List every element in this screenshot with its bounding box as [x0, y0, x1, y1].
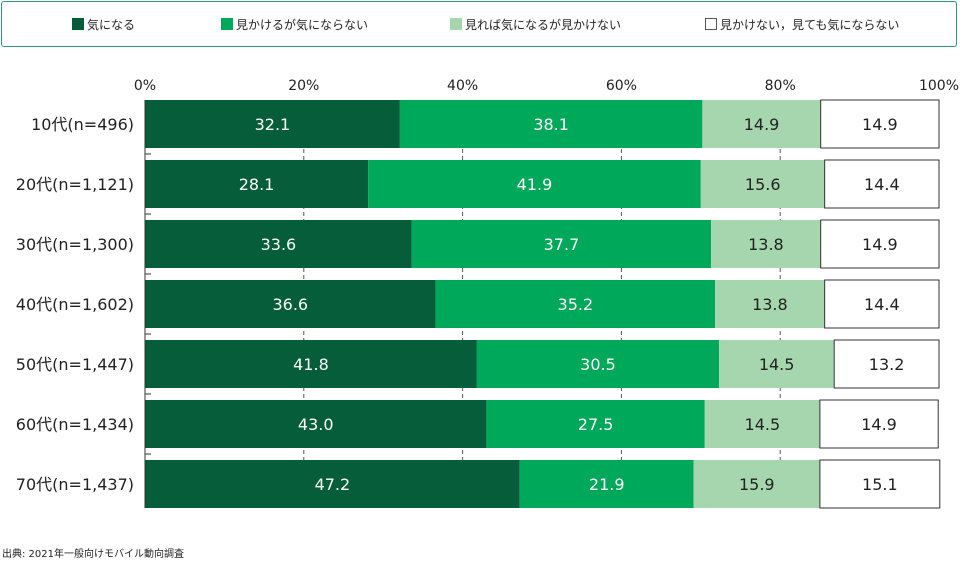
bar-segment: [704, 400, 820, 448]
bar-segment: [145, 160, 369, 208]
data-label: 15.9: [739, 475, 775, 494]
data-label: 47.2: [315, 475, 351, 494]
bar-segment: [820, 219, 940, 269]
bar-segment: [411, 220, 712, 268]
legend-swatch: [221, 18, 233, 30]
bar-segment: [145, 280, 436, 328]
bar-segment: [824, 279, 940, 329]
data-label: 13.8: [748, 235, 784, 254]
bar-segment: [824, 159, 940, 209]
bars-layer: [145, 99, 941, 509]
legend-item-mikakeru: 見かけるが気にならない: [221, 16, 368, 32]
data-label: 41.8: [293, 355, 329, 374]
bar-segment: [702, 100, 821, 148]
data-label: 35.2: [558, 295, 594, 314]
category-label: 60代(n=1,434): [16, 415, 134, 434]
data-label: 21.9: [589, 475, 625, 494]
data-label: 27.5: [578, 415, 614, 434]
data-label: 14.9: [862, 115, 898, 134]
axis-layer: 0% 20% 40% 60% 80% 100% 10代(n=496) 20代(n=1,121)…: [16, 78, 959, 508]
x-tick-label: 40%: [447, 78, 478, 94]
x-tick-label: 0%: [134, 78, 156, 94]
data-label: 14.4: [864, 295, 900, 314]
bar-segment: [711, 220, 821, 268]
data-label: 43.0: [298, 415, 334, 434]
data-label: 14.4: [864, 175, 900, 194]
data-label: 14.5: [759, 355, 795, 374]
data-label: 13.8: [752, 295, 788, 314]
bar-segment: [820, 99, 940, 149]
category-label: 10代(n=496): [31, 115, 134, 134]
data-label: 14.9: [861, 415, 897, 434]
data-label: 14.9: [744, 115, 780, 134]
legend-item-mireba: 見れば気になるが見かけない: [450, 16, 621, 32]
bar-segment: [700, 160, 825, 208]
x-tick-label: 20%: [288, 78, 319, 94]
legend-label: 見かけるが気にならない: [236, 17, 369, 32]
bar-segment: [435, 280, 716, 328]
bar-segment: [145, 100, 400, 148]
category-label: 20代(n=1,121): [16, 175, 134, 194]
legend-item-kininaru: 気になる: [72, 16, 135, 32]
bar-segment: [693, 460, 820, 508]
data-label: 15.1: [862, 475, 898, 494]
category-label: 30代(n=1,300): [16, 235, 134, 254]
category-label: 40代(n=1,602): [16, 295, 134, 314]
bar-segment: [399, 100, 703, 148]
category-label: 70代(n=1,437): [16, 475, 134, 494]
data-label: 28.1: [239, 175, 275, 194]
data-label: 33.6: [261, 235, 297, 254]
labels-layer: 32.1 38.1 14.9 14.9 28.1 41.9 15.6 14.4 33.6 37.7…: [239, 115, 905, 494]
x-tick-label: 80%: [765, 78, 796, 94]
legend-label: 気になる: [87, 17, 136, 32]
bar-segment: [719, 340, 835, 388]
x-tick-label: 60%: [606, 78, 637, 94]
legend-item-mikakenai: 見かけない，見ても気にならない: [705, 16, 899, 32]
legend-label: 見れば気になるが見かけない: [465, 17, 622, 32]
category-label: 50代(n=1,447): [16, 355, 134, 374]
bar-segment: [715, 280, 825, 328]
bar-segment: [145, 220, 412, 268]
x-tick-label: 100%: [919, 78, 959, 94]
bar-segment: [519, 460, 694, 508]
bar-segment: [819, 399, 939, 449]
data-label: 38.1: [533, 115, 569, 134]
legend-swatch: [705, 18, 717, 30]
bar-segment: [145, 400, 487, 448]
legend: 気になる 見かけるが気にならない 見れば気になるが見かけない 見かけない，見ても…: [1, 1, 957, 47]
data-label: 14.5: [745, 415, 781, 434]
legend-swatch: [72, 18, 84, 30]
data-label: 32.1: [255, 115, 291, 134]
data-label: 14.9: [862, 235, 898, 254]
bar-segment: [145, 460, 520, 508]
bar-segment: [486, 400, 705, 448]
bar-segment: [819, 459, 941, 509]
data-label: 36.6: [272, 295, 308, 314]
data-label: 13.2: [869, 355, 905, 374]
bar-segment: [833, 339, 940, 389]
data-label: 15.6: [745, 175, 781, 194]
bar-segment: [145, 340, 477, 388]
data-label: 37.7: [544, 235, 580, 254]
data-label: 30.5: [580, 355, 616, 374]
data-label: 41.9: [517, 175, 553, 194]
legend-swatch: [450, 18, 462, 30]
source-note: 出典: 2021年一般向けモバイル動向調査: [2, 549, 184, 560]
bar-segment: [476, 340, 720, 388]
bar-segment: [368, 160, 701, 208]
legend-label: 見かけない，見ても気にならない: [720, 17, 900, 32]
